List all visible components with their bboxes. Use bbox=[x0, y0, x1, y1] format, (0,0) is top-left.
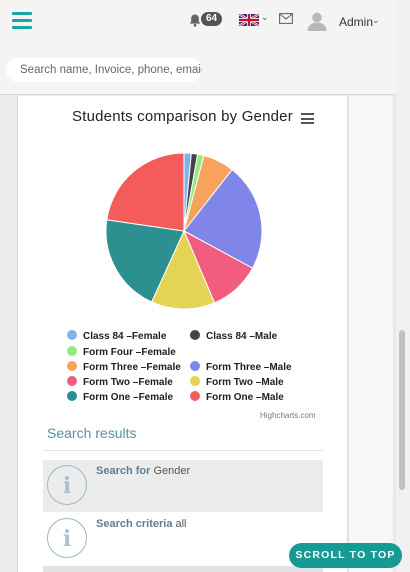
next-result-row-edge bbox=[43, 566, 323, 572]
legend-item[interactable]: Form Two –Male bbox=[190, 376, 284, 388]
legend-item[interactable]: Form Three –Female bbox=[67, 361, 181, 373]
result-value: Gender bbox=[153, 465, 191, 477]
left-gutter bbox=[0, 96, 17, 572]
search-input[interactable] bbox=[6, 58, 202, 82]
legend-label: Form Two –Female bbox=[83, 377, 173, 388]
user-avatar-icon[interactable] bbox=[307, 11, 327, 31]
legend-label: Form Three –Female bbox=[83, 362, 181, 373]
search-results-title: Search results bbox=[47, 425, 137, 441]
legend-item[interactable]: Form One –Male bbox=[190, 391, 284, 403]
scroll-to-top-button[interactable]: SCROLL TO TOP bbox=[289, 543, 402, 568]
legend-item[interactable]: Form Three –Male bbox=[190, 361, 292, 373]
info-icon: i bbox=[47, 518, 87, 558]
legend-marker bbox=[67, 376, 77, 386]
result-label: Search for bbox=[96, 465, 151, 477]
scrollbar-thumb[interactable] bbox=[399, 330, 405, 490]
result-label: Search criteria bbox=[96, 518, 173, 530]
legend-label: Form Four –Female bbox=[83, 347, 176, 358]
result-text: Search criteria all bbox=[96, 518, 187, 530]
legend-label: Form One –Female bbox=[83, 392, 174, 403]
chart-title: Students comparison by Gender bbox=[72, 108, 293, 125]
mail-icon[interactable] bbox=[279, 13, 293, 24]
bell-icon[interactable] bbox=[188, 13, 202, 27]
user-chevron-down-icon[interactable]: ⌄ bbox=[372, 15, 380, 25]
legend-label: Form One –Male bbox=[206, 392, 284, 403]
chart-menu-icon[interactable] bbox=[301, 113, 314, 124]
pie-slice[interactable] bbox=[183, 168, 263, 269]
chart-credits[interactable]: Highcharts.com bbox=[260, 411, 316, 420]
pie-slice[interactable] bbox=[106, 152, 185, 232]
pie-slice[interactable] bbox=[151, 229, 216, 310]
pie-chart bbox=[105, 152, 263, 310]
legend-marker bbox=[190, 361, 200, 371]
top-bar: 64 ⌄ Admin ⌄ bbox=[0, 0, 410, 95]
legend-item[interactable]: Form Four –Female bbox=[67, 346, 176, 358]
pie-slice[interactable] bbox=[105, 219, 185, 303]
result-value: all bbox=[175, 518, 187, 530]
legend-marker bbox=[190, 376, 200, 386]
language-chevron-down-icon[interactable]: ⌄ bbox=[261, 12, 269, 22]
uk-flag-icon[interactable] bbox=[239, 14, 259, 26]
legend-marker bbox=[67, 391, 77, 401]
user-name[interactable]: Admin bbox=[339, 15, 374, 29]
menu-toggle-icon[interactable] bbox=[12, 12, 32, 30]
legend-label: Class 84 –Male bbox=[206, 331, 278, 342]
legend-marker bbox=[67, 361, 77, 371]
legend-marker bbox=[190, 330, 200, 340]
divider bbox=[43, 450, 323, 451]
legend-item[interactable]: Form Two –Female bbox=[67, 376, 173, 388]
result-row[interactable]: i Search criteria all bbox=[43, 513, 323, 565]
legend-marker bbox=[190, 391, 200, 401]
legend-item[interactable]: Class 84 –Female bbox=[67, 330, 166, 342]
legend-marker bbox=[67, 330, 77, 340]
notification-badge[interactable]: 64 bbox=[201, 12, 223, 26]
legend-label: Form Two –Male bbox=[206, 377, 284, 388]
legend-label: Form Three –Male bbox=[206, 362, 292, 373]
result-row[interactable]: i Search for Gender bbox=[43, 460, 323, 512]
result-text: Search for Gender bbox=[96, 465, 190, 477]
legend-marker bbox=[67, 346, 77, 356]
legend-label: Class 84 –Female bbox=[83, 331, 167, 342]
info-icon: i bbox=[47, 465, 87, 505]
right-column bbox=[349, 96, 393, 572]
legend-item[interactable]: Form One –Female bbox=[67, 391, 173, 403]
legend-item[interactable]: Class 84 –Male bbox=[190, 330, 277, 342]
